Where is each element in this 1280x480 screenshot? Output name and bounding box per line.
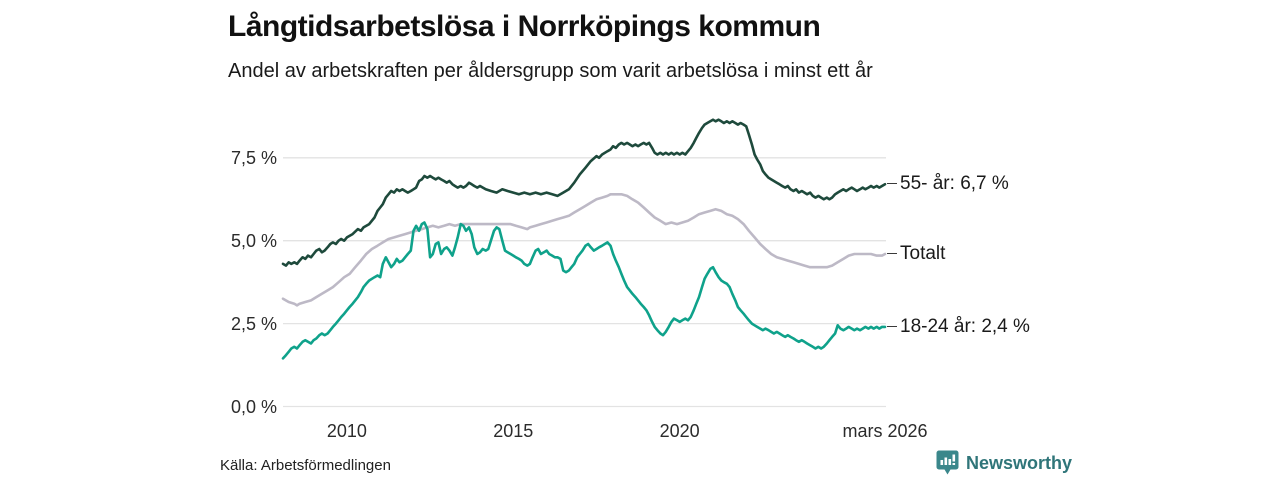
newsworthy-logo: Newsworthy (936, 450, 1072, 476)
x-axis-tick-label: 2020 (659, 421, 700, 441)
y-axis-tick-label: 7,5 % (230, 147, 277, 168)
series-line-18-24-r (281, 221, 887, 360)
x-axis-tick-label: 2015 (493, 421, 534, 441)
legend-tick-dash (887, 325, 897, 327)
x-axis-tick-label: 2010 (326, 421, 367, 441)
chart-subtitle: Andel av arbetskraften per åldersgrupp s… (228, 60, 873, 82)
legend-label-Totalt: Totalt (900, 242, 946, 264)
y-axis-tick-label: 0,0 % (230, 396, 277, 417)
series-line-55-r (281, 118, 887, 267)
legend-label-18-24-r: 18-24 år: 2,4 % (900, 315, 1030, 337)
legend-tick-dash (887, 252, 897, 254)
chart-svg (281, 118, 887, 408)
bar-chart-bubble-icon (936, 450, 959, 475)
source-note: Källa: Arbetsförmedlingen (220, 457, 391, 474)
legend-label-55-r: 55- år: 6,7 % (900, 173, 1009, 195)
y-axis-tick-label: 2,5 % (230, 313, 277, 334)
series-line-Totalt (281, 193, 887, 307)
legend-tick-dash (887, 183, 897, 185)
newsworthy-wordmark: Newsworthy (966, 452, 1073, 473)
x-axis-tick-label: mars 2026 (842, 421, 928, 441)
page-title: Långtidsarbetslösa i Norrköpings kommun (228, 10, 821, 43)
y-axis-tick-label: 5,0 % (230, 230, 277, 251)
